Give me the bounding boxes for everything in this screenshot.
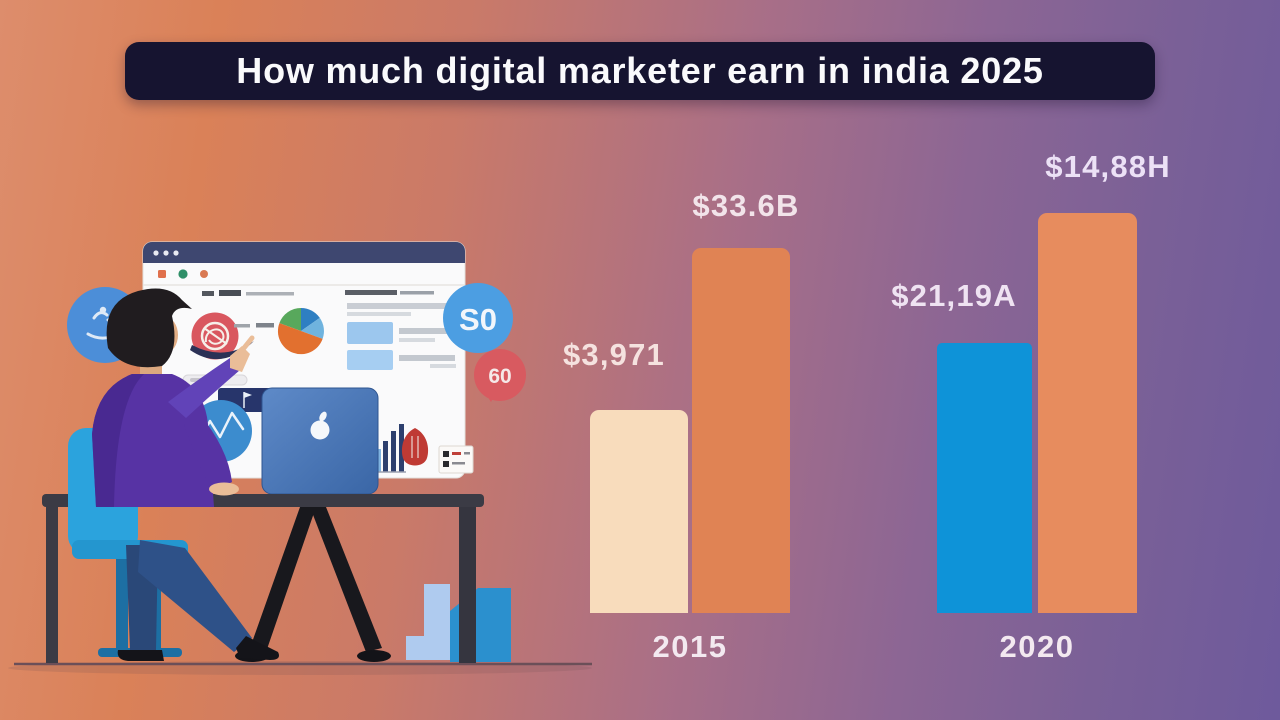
window-dots-icon — [153, 250, 179, 256]
bar-2020-right — [1038, 213, 1137, 613]
bar-2015-left — [590, 410, 688, 613]
person-arm-pointing — [168, 358, 240, 418]
bar-2015-right — [692, 248, 790, 613]
year-label-2015: 2015 — [652, 629, 728, 664]
sixty-badge-label: 60 — [488, 365, 511, 388]
title-banner: How much digital marketer earn in india … — [125, 42, 1155, 100]
person-hand-pointing — [230, 346, 250, 372]
mid-text-skeleton — [234, 323, 274, 328]
browser-titlebar — [143, 242, 465, 263]
dashboard-header-text-skeleton — [202, 290, 294, 296]
pointing-finger — [241, 335, 255, 351]
desk-trestle-legs — [235, 507, 391, 662]
analytics-doodle-icon — [191, 312, 239, 360]
value-label-2015-left: $3,971 — [562, 337, 666, 372]
jacket-shade — [92, 374, 144, 507]
year-label-2020: 2020 — [999, 629, 1075, 664]
person-shoe — [117, 650, 164, 661]
s0-badge-label: S0 — [459, 302, 497, 337]
bar-2020-left — [937, 343, 1032, 613]
person-hand-resting — [209, 482, 239, 496]
marketer-person — [92, 288, 279, 661]
note-card-icon — [438, 445, 474, 474]
browser-toolbar-dots-icon — [158, 269, 208, 279]
browser-window — [142, 241, 474, 479]
steps-podium — [406, 584, 511, 662]
marketer-illustration: S0 60 — [8, 241, 592, 675]
value-label-2020-right: $14,88H — [1045, 149, 1171, 184]
apple-logo-icon — [310, 411, 330, 440]
person-shoe-extended — [236, 636, 279, 660]
person-hair — [106, 288, 192, 368]
swoosh-arrow — [190, 341, 254, 360]
value-label-2015-right: $33.6B — [692, 188, 800, 223]
person-leg-extended — [138, 540, 252, 652]
vase-icon — [401, 428, 429, 466]
s0-badge: S0 — [443, 283, 513, 353]
laptop — [258, 387, 382, 501]
sixty-badge: 60 — [474, 349, 526, 402]
page-title: How much digital marketer earn in india … — [236, 50, 1044, 91]
person-arm-resting — [184, 412, 232, 492]
list-panel-skeleton — [345, 290, 456, 370]
pie-chart — [277, 308, 324, 355]
value-label-2020-left: $21,19A — [891, 278, 1017, 313]
